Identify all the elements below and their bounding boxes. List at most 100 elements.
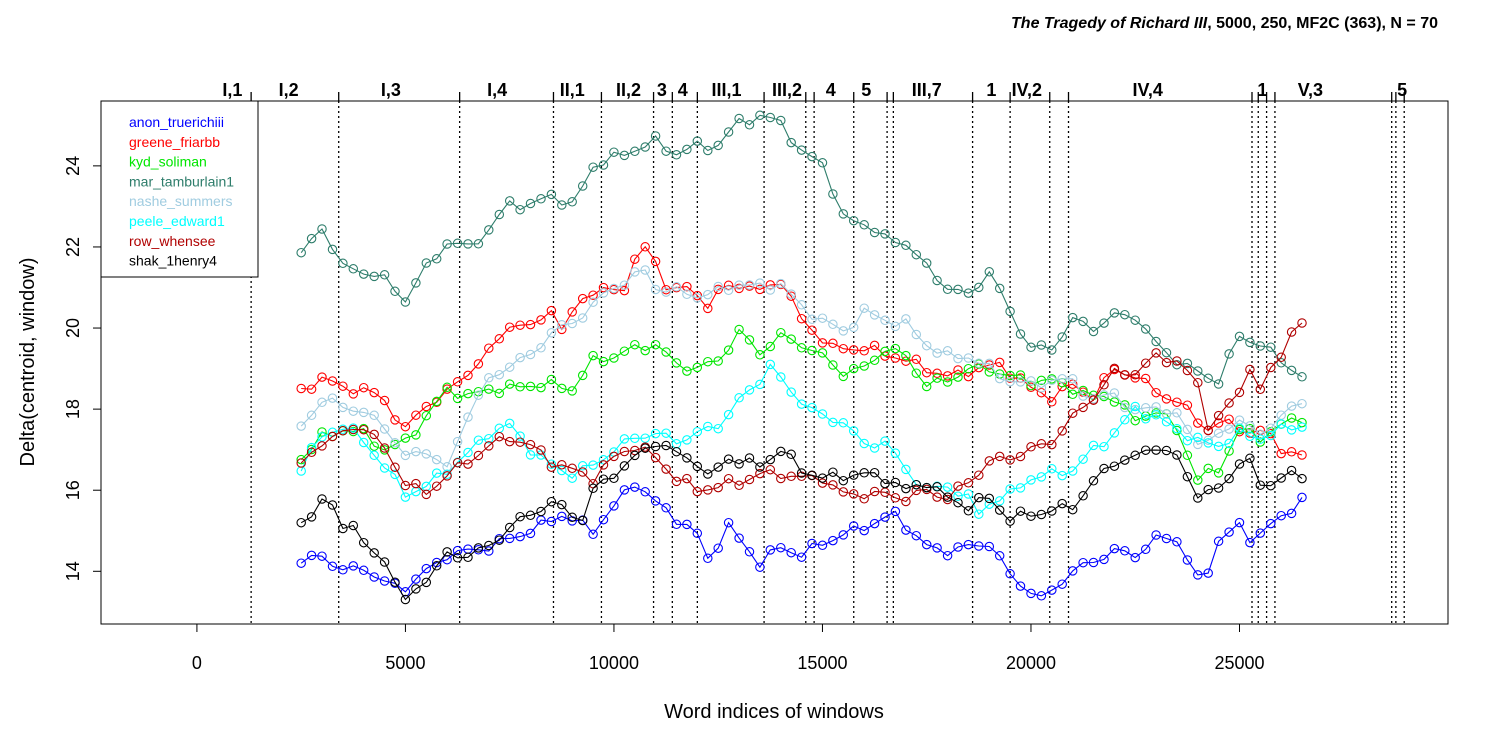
series-row_whensee: [296, 318, 1307, 507]
point-greene_friarbb-63: [953, 365, 963, 375]
point-mar_tamburlain1-5: [348, 264, 359, 274]
point-row_whensee-10: [400, 480, 411, 491]
point-nashe_summers-63: [953, 353, 963, 364]
point-greene_friarbb-18: [484, 343, 494, 353]
point-mar_tamburlain1-58: [901, 240, 911, 251]
point-shak_1henry4-46: [776, 446, 786, 457]
point-greene_friarbb-80: [1130, 373, 1140, 383]
point-peele_edward1-34: [650, 428, 661, 439]
point-shak_1henry4-31: [619, 461, 630, 471]
point-row_whensee-78: [1109, 363, 1120, 374]
point-anon_truerichiii-34: [650, 496, 661, 506]
point-greene_friarbb-23: [536, 315, 546, 325]
point-row_whensee-27: [577, 467, 588, 477]
point-greene_friarbb-84: [1172, 397, 1182, 407]
legend-entry-nashe_summers: nashe_summers: [129, 193, 233, 209]
point-mar_tamburlain1-49: [807, 151, 817, 162]
point-greene_friarbb-22: [525, 319, 536, 330]
point-shak_1henry4-58: [901, 483, 911, 494]
point-kyd_soliman-15: [452, 393, 463, 404]
point-mar_tamburlain1-91: [1245, 337, 1255, 348]
point-anon_truerichiii-40: [713, 543, 723, 553]
point-row_whensee-4: [338, 425, 348, 436]
point-shak_1henry4-0: [296, 517, 306, 528]
point-peele_edward1-70: [1026, 475, 1036, 485]
point-shak_1henry4-87: [1203, 484, 1213, 495]
point-mar_tamburlain1-85: [1182, 358, 1193, 369]
scene-label-8: III,1: [712, 80, 742, 100]
point-kyd_soliman-14: [442, 382, 452, 393]
point-greene_friarbb-34: [650, 256, 661, 267]
point-shak_1henry4-73: [1057, 498, 1067, 509]
point-greene_friarbb-82: [1151, 387, 1161, 398]
point-greene_friarbb-89: [1224, 414, 1234, 424]
point-peele_edward1-81: [1140, 414, 1151, 424]
point-kyd_soliman-86: [1193, 475, 1203, 485]
point-peele_edward1-35: [661, 428, 671, 438]
point-shak_1henry4-74: [1067, 504, 1078, 515]
point-shak_1henry4-72: [1047, 506, 1057, 516]
point-mar_tamburlain1-82: [1151, 336, 1161, 347]
point-anon_truerichiii-21: [515, 531, 525, 542]
point-peele_edward1-74: [1067, 466, 1078, 476]
point-kyd_soliman-51: [828, 360, 838, 370]
point-row_whensee-55: [869, 486, 880, 497]
point-nashe_summers-74: [1067, 374, 1078, 384]
point-greene_friarbb-52: [838, 343, 849, 354]
point-greene_friarbb-33: [640, 242, 650, 252]
point-anon_truerichiii-77: [1099, 554, 1109, 565]
point-greene_friarbb-57: [890, 353, 901, 363]
point-shak_1henry4-32: [630, 450, 640, 461]
point-anon_truerichiii-20: [504, 533, 515, 544]
point-shak_1henry4-82: [1151, 445, 1161, 455]
point-greene_friarbb-3: [327, 376, 338, 386]
point-row_whensee-34: [650, 452, 661, 463]
point-anon_truerichiii-63: [953, 542, 963, 552]
point-kyd_soliman-12: [421, 410, 432, 421]
point-row_whensee-85: [1182, 365, 1193, 376]
point-nashe_summers-86: [1193, 439, 1203, 450]
point-nashe_summers-80: [1130, 404, 1140, 415]
point-nashe_summers-66: [984, 358, 995, 369]
point-shak_1henry4-21: [515, 511, 525, 522]
point-peele_edward1-41: [723, 409, 734, 420]
point-row_whensee-29: [598, 460, 609, 470]
point-mar_tamburlain1-68: [1005, 306, 1015, 317]
point-row_whensee-72: [1047, 439, 1057, 450]
point-mar_tamburlain1-38: [692, 136, 703, 146]
point-mar_tamburlain1-4: [338, 258, 348, 269]
point-peele_edward1-45: [765, 359, 776, 370]
point-nashe_summers-41: [723, 285, 734, 296]
scene-label-13: 1: [986, 80, 996, 100]
point-mar_tamburlain1-70: [1026, 342, 1036, 353]
point-row_whensee-79: [1120, 370, 1130, 380]
point-anon_truerichiii-24: [546, 516, 557, 527]
point-peele_edward1-46: [776, 372, 786, 382]
y-tick-label-5: 24: [63, 156, 83, 176]
point-nashe_summers-73: [1057, 374, 1067, 384]
point-kyd_soliman-44: [755, 350, 765, 360]
scene-label-14: IV,2: [1012, 80, 1042, 100]
y-tick-label-1: 16: [63, 480, 83, 500]
point-greene_friarbb-74: [1067, 379, 1078, 389]
point-mar_tamburlain1-63: [953, 284, 963, 295]
point-greene_friarbb-62: [942, 371, 953, 381]
point-mar_tamburlain1-3: [327, 244, 338, 255]
point-kyd_soliman-53: [848, 363, 859, 374]
point-mar_tamburlain1-0: [296, 247, 306, 258]
point-nashe_summers-1: [306, 410, 317, 421]
point-peele_edward1-40: [713, 423, 723, 434]
point-anon_truerichiii-39: [703, 553, 713, 564]
point-shak_1henry4-1: [306, 512, 317, 522]
point-peele_edward1-28: [588, 460, 598, 470]
point-kyd_soliman-48: [796, 343, 807, 353]
point-row_whensee-65: [974, 470, 984, 480]
point-row_whensee-12: [421, 489, 432, 500]
point-greene_friarbb-38: [692, 290, 703, 301]
point-nashe_summers-50: [817, 313, 828, 323]
point-anon_truerichiii-45: [765, 545, 776, 555]
point-peele_edward1-71: [1036, 472, 1047, 482]
point-anon_truerichiii-2: [317, 551, 327, 561]
point-greene_friarbb-12: [421, 401, 432, 412]
point-greene_friarbb-37: [682, 281, 692, 292]
